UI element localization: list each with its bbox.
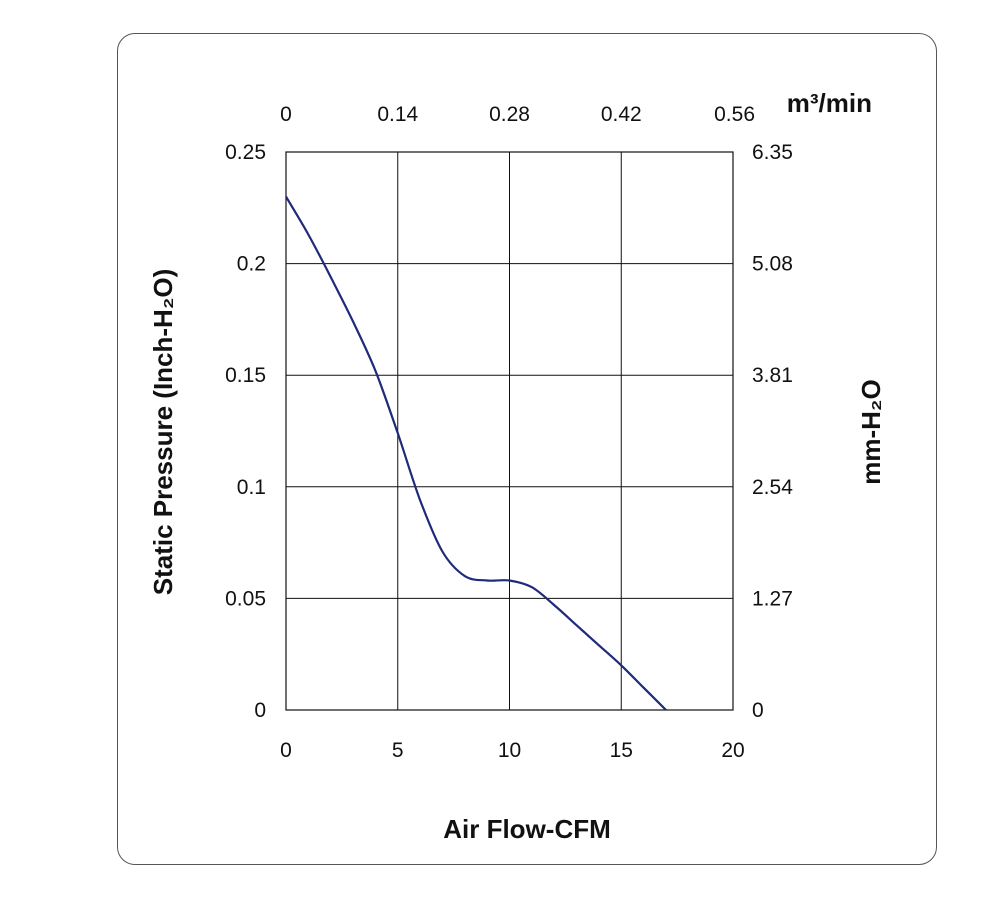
y-tick-label: 0.05	[225, 587, 266, 610]
y-tick-label: 0	[254, 699, 266, 722]
y-tick-label: 0.2	[237, 253, 266, 276]
grid-lines	[286, 152, 733, 710]
y-tick-label: 0.1	[237, 476, 266, 499]
right-tick-label: 2.54	[752, 476, 793, 499]
y-tick-label: 0.15	[225, 364, 266, 387]
top-tick-label: 0.14	[377, 103, 418, 126]
right-tick-label: 1.27	[752, 587, 793, 610]
x-tick-label: 10	[498, 739, 521, 762]
x-tick-label: 0	[280, 739, 292, 762]
top-axis-unit: m³/min	[787, 88, 872, 118]
top-tick-label: 0.42	[601, 103, 642, 126]
x-tick-labels: 0 5 10 15 20	[280, 739, 745, 762]
y-axis-title: Static Pressure (Inch-H₂O)	[148, 269, 178, 596]
x-tick-label: 15	[610, 739, 633, 762]
plot-area-border	[285, 151, 734, 711]
right-tick-label: 3.81	[752, 364, 793, 387]
top-tick-label: 0.56	[714, 103, 755, 126]
right-tick-labels: 0 1.27 2.54 3.81 5.08 6.35	[752, 141, 793, 722]
right-tick-label: 6.35	[752, 141, 793, 164]
right-axis-title: mm-H₂O	[856, 379, 886, 484]
top-tick-label: 0	[280, 103, 292, 126]
chart-frame	[117, 33, 937, 865]
x-axis-title: Air Flow-CFM	[443, 814, 611, 844]
right-tick-label: 0	[752, 699, 764, 722]
series-line	[285, 196, 667, 711]
top-tick-labels: 0 0.14 0.28 0.42 0.56	[280, 103, 755, 126]
top-tick-label: 0.28	[489, 103, 530, 126]
y-tick-label: 0.25	[225, 141, 266, 164]
right-tick-label: 5.08	[752, 253, 793, 276]
y-tick-labels: 0 0.05 0.1 0.15 0.2 0.25	[225, 141, 266, 722]
x-tick-label: 5	[392, 739, 404, 762]
x-tick-label: 20	[721, 739, 744, 762]
